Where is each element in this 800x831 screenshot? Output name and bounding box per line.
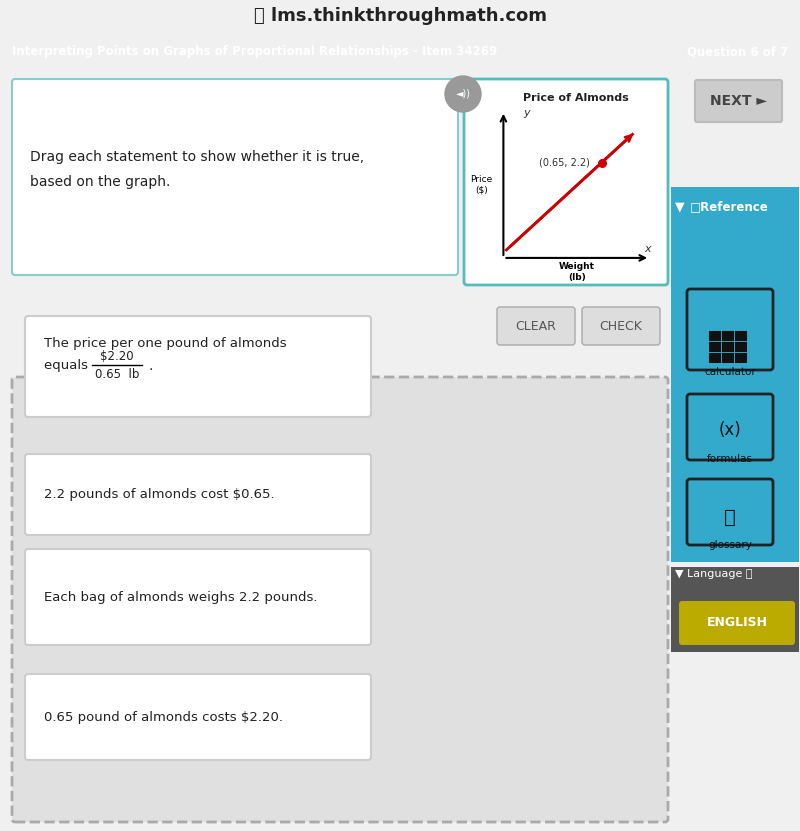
Text: ▼ Language ⓘ: ▼ Language ⓘ [675,569,753,579]
FancyBboxPatch shape [12,79,458,275]
Text: Weight
(lb): Weight (lb) [558,262,594,282]
FancyBboxPatch shape [736,332,746,340]
FancyBboxPatch shape [25,674,371,760]
FancyBboxPatch shape [12,377,668,822]
Text: (x): (x) [718,421,742,439]
FancyBboxPatch shape [582,307,660,345]
Text: Question 6 of 7: Question 6 of 7 [686,46,788,58]
Text: equals: equals [44,360,92,372]
FancyBboxPatch shape [687,289,773,370]
Text: x: x [644,244,650,254]
Text: ⛳ lms.thinkthroughmath.com: ⛳ lms.thinkthroughmath.com [254,7,546,25]
Text: NEXT ►: NEXT ► [710,94,766,108]
Text: ENGLISH: ENGLISH [706,617,767,630]
FancyBboxPatch shape [736,354,746,362]
Text: .: . [149,359,154,373]
Text: $2.20: $2.20 [100,351,134,363]
FancyBboxPatch shape [723,354,733,362]
FancyBboxPatch shape [25,549,371,645]
Text: 0.65  lb: 0.65 lb [95,367,139,381]
FancyBboxPatch shape [710,354,720,362]
FancyBboxPatch shape [687,394,773,460]
FancyBboxPatch shape [723,332,733,340]
Text: CLEAR: CLEAR [515,319,557,332]
Text: 2.2 pounds of almonds cost $0.65.: 2.2 pounds of almonds cost $0.65. [44,488,274,501]
FancyBboxPatch shape [25,316,371,417]
Circle shape [445,76,481,112]
FancyBboxPatch shape [723,343,733,351]
Text: Drag each statement to show whether it is true,: Drag each statement to show whether it i… [30,150,364,164]
Text: ▼: ▼ [675,200,685,214]
Text: y: y [523,108,530,118]
Text: CHECK: CHECK [599,319,642,332]
Text: based on the graph.: based on the graph. [30,175,170,189]
Text: The price per one pound of almonds: The price per one pound of almonds [44,337,286,351]
Text: glossary: glossary [708,540,752,550]
Title: Price of Almonds: Price of Almonds [523,93,629,103]
FancyBboxPatch shape [25,454,371,535]
FancyBboxPatch shape [671,567,799,652]
FancyBboxPatch shape [695,80,782,122]
Text: calculator: calculator [704,367,756,377]
FancyBboxPatch shape [687,479,773,545]
FancyBboxPatch shape [710,332,720,340]
Text: 📋: 📋 [724,508,736,527]
FancyBboxPatch shape [464,79,668,285]
Text: ◄)): ◄)) [455,89,470,99]
FancyBboxPatch shape [710,343,720,351]
Text: □Reference: □Reference [690,200,769,214]
Text: (0.65, 2.2): (0.65, 2.2) [538,158,590,168]
FancyBboxPatch shape [736,343,746,351]
FancyBboxPatch shape [671,187,799,562]
Text: formulas: formulas [707,454,753,464]
Text: 0.65 pound of almonds costs $2.20.: 0.65 pound of almonds costs $2.20. [44,711,283,724]
Text: Price
($): Price ($) [470,175,493,194]
FancyBboxPatch shape [679,601,795,645]
FancyBboxPatch shape [497,307,575,345]
Text: Each bag of almonds weighs 2.2 pounds.: Each bag of almonds weighs 2.2 pounds. [44,591,318,603]
Text: Interpreting Points on Graphs of Proportional Relationships - Item 34269: Interpreting Points on Graphs of Proport… [12,46,498,58]
